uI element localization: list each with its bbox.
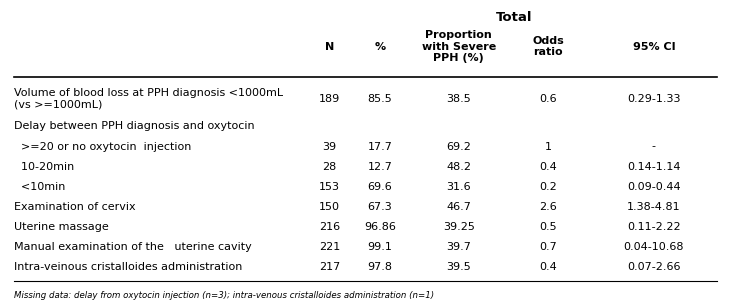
Text: 69.6: 69.6 xyxy=(368,182,393,192)
Text: 0.11-2.22: 0.11-2.22 xyxy=(627,222,681,232)
Text: 85.5: 85.5 xyxy=(368,94,393,103)
Text: Delay between PPH diagnosis and oxytocin: Delay between PPH diagnosis and oxytocin xyxy=(15,121,255,132)
Text: 0.29-1.33: 0.29-1.33 xyxy=(627,94,681,103)
Text: %: % xyxy=(374,42,385,51)
Text: 95% CI: 95% CI xyxy=(632,42,675,51)
Text: 39.5: 39.5 xyxy=(446,262,471,272)
Text: 1: 1 xyxy=(545,142,552,151)
Text: Intra-veinous cristalloides administration: Intra-veinous cristalloides administrati… xyxy=(15,262,243,272)
Text: >=20 or no oxytocin  injection: >=20 or no oxytocin injection xyxy=(15,142,192,151)
Text: Total: Total xyxy=(496,10,532,24)
Text: 0.07-2.66: 0.07-2.66 xyxy=(627,262,681,272)
Text: Manual examination of the   uterine cavity: Manual examination of the uterine cavity xyxy=(15,242,252,252)
Text: 0.14-1.14: 0.14-1.14 xyxy=(627,162,681,172)
Text: 0.5: 0.5 xyxy=(539,222,557,232)
Text: Volume of blood loss at PPH diagnosis <1000mL
(vs >=1000mL): Volume of blood loss at PPH diagnosis <1… xyxy=(15,88,284,109)
Text: Uterine massage: Uterine massage xyxy=(15,222,109,232)
Text: 216: 216 xyxy=(319,222,340,232)
Text: 0.2: 0.2 xyxy=(539,182,557,192)
Text: 189: 189 xyxy=(319,94,341,103)
Text: 153: 153 xyxy=(319,182,340,192)
Text: 48.2: 48.2 xyxy=(446,162,471,172)
Text: 0.09-0.44: 0.09-0.44 xyxy=(627,182,681,192)
Text: N: N xyxy=(325,42,334,51)
Text: 39.25: 39.25 xyxy=(443,222,474,232)
Text: 0.7: 0.7 xyxy=(539,242,557,252)
Text: 31.6: 31.6 xyxy=(447,182,471,192)
Text: 1.38-4.81: 1.38-4.81 xyxy=(627,202,681,212)
Text: 97.8: 97.8 xyxy=(368,262,393,272)
Text: Odds
ratio: Odds ratio xyxy=(532,36,564,57)
Text: 10-20min: 10-20min xyxy=(15,162,75,172)
Text: 221: 221 xyxy=(319,242,341,252)
Text: 12.7: 12.7 xyxy=(368,162,393,172)
Text: 150: 150 xyxy=(319,202,340,212)
Text: 96.86: 96.86 xyxy=(364,222,395,232)
Text: 28: 28 xyxy=(322,162,337,172)
Text: 2.6: 2.6 xyxy=(539,202,557,212)
Text: 39.7: 39.7 xyxy=(446,242,471,252)
Text: 0.4: 0.4 xyxy=(539,262,557,272)
Text: 99.1: 99.1 xyxy=(368,242,393,252)
Text: 67.3: 67.3 xyxy=(368,202,393,212)
Text: Examination of cervix: Examination of cervix xyxy=(15,202,136,212)
Text: <10min: <10min xyxy=(15,182,66,192)
Text: Proportion
with Severe
PPH (%): Proportion with Severe PPH (%) xyxy=(422,30,496,63)
Text: 39: 39 xyxy=(322,142,337,151)
Text: 38.5: 38.5 xyxy=(446,94,471,103)
Text: -: - xyxy=(652,142,656,151)
Text: 0.6: 0.6 xyxy=(539,94,557,103)
Text: 0.04-10.68: 0.04-10.68 xyxy=(624,242,684,252)
Text: 17.7: 17.7 xyxy=(368,142,393,151)
Text: 0.4: 0.4 xyxy=(539,162,557,172)
Text: 46.7: 46.7 xyxy=(446,202,471,212)
Text: 217: 217 xyxy=(319,262,341,272)
Text: Missing data: delay from oxytocin injection (n=3); intra-venous cristalloides ad: Missing data: delay from oxytocin inject… xyxy=(15,291,435,300)
Text: 69.2: 69.2 xyxy=(446,142,471,151)
